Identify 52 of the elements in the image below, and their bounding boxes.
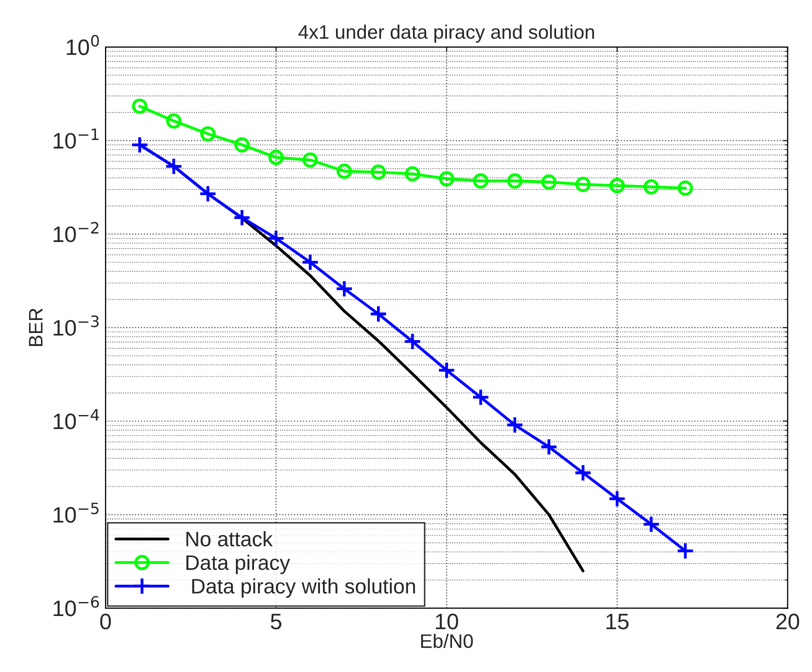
point (541, 174, 557, 190)
point (506, 416, 524, 434)
y-tick-label: 10$^{−6}$ (54, 596, 99, 616)
point (644, 179, 659, 194)
y-tick-label: 10$^{−4}$ (54, 409, 100, 430)
legend-label: Data piracy with solution (192, 578, 415, 598)
point (198, 184, 217, 203)
x-tick-label: 0 (100, 614, 111, 630)
y-tick-label: 10$^{−2}$ (54, 222, 98, 242)
point (370, 164, 386, 180)
legend-label: Data piracy (186, 554, 290, 574)
x-tick-label: 20 (776, 614, 800, 630)
point (234, 137, 250, 152)
x-tick-label: 10 (436, 614, 458, 630)
y-tick-label: 10$^{−5}$ (54, 502, 99, 523)
point (404, 166, 420, 182)
point (642, 515, 660, 534)
point (574, 464, 592, 482)
point (540, 438, 558, 456)
point (575, 176, 591, 192)
legend-label: No attack (186, 531, 273, 546)
point (268, 150, 284, 166)
point (335, 280, 354, 298)
chart-title: 4x1 under data piracy and solution (298, 24, 594, 43)
point (438, 361, 456, 380)
point (232, 208, 252, 227)
point (609, 178, 625, 194)
point (301, 253, 320, 272)
point (166, 113, 182, 129)
point (336, 164, 352, 179)
point (200, 126, 216, 142)
y-tick-label: 10$^{−1}$ (54, 128, 98, 149)
point (676, 542, 694, 560)
point (608, 490, 626, 508)
point (678, 180, 693, 196)
y-tick-label: 10$^{0}$ (66, 34, 99, 56)
point (302, 152, 318, 168)
point (267, 229, 286, 248)
x-tick-label: 5 (270, 614, 282, 630)
point (472, 388, 490, 406)
y-tick-label: 10$^{−3}$ (54, 315, 99, 336)
point (473, 173, 488, 189)
point (132, 98, 148, 114)
point (369, 304, 388, 323)
x-tick-label: 15 (606, 614, 629, 630)
point (164, 157, 183, 176)
point (130, 136, 149, 154)
point (403, 332, 422, 351)
point (438, 171, 454, 186)
x-axis-title: Eb/N0 (421, 634, 473, 648)
point (507, 173, 522, 189)
y-axis-title: BER (29, 308, 42, 346)
